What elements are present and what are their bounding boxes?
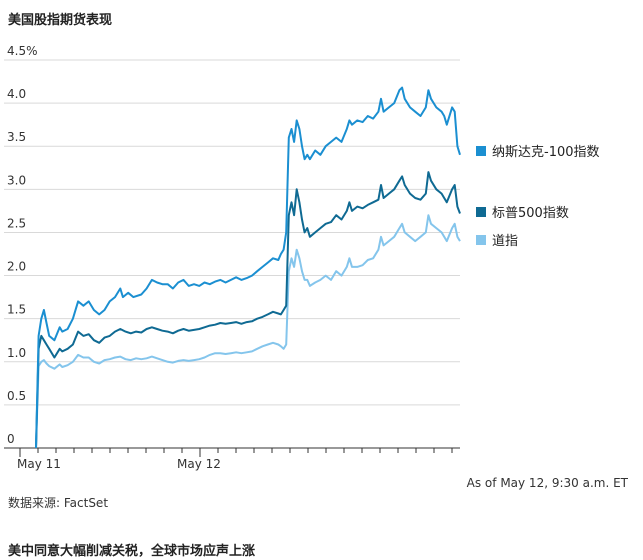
line-chart: 00.51.01.52.02.53.03.54.04.5% May 11 May … bbox=[4, 44, 461, 471]
legend-item-dow: 道指 bbox=[476, 230, 518, 249]
y-tick-label: 1.5 bbox=[7, 303, 26, 317]
x-axis: May 11 May 12 bbox=[4, 447, 460, 471]
legend-label: 标普500指数 bbox=[492, 206, 569, 221]
legend-item-sp500: 标普500指数 bbox=[476, 202, 569, 221]
legend-swatch bbox=[476, 206, 486, 217]
legend-label: 道指 bbox=[492, 234, 519, 249]
y-tick-label: 2.0 bbox=[7, 260, 26, 274]
series-lines bbox=[35, 86, 461, 449]
y-axis-ticks: 0 0.5 1.0 1.5 2.0 2.5 3.0 3.5 4.0 4.5% bbox=[7, 44, 38, 446]
y-tick-label: 3.0 bbox=[7, 173, 26, 187]
as-of-note: As of May 12, 9:30 a.m. ET bbox=[466, 476, 628, 490]
y-tick-label: 2.5 bbox=[7, 216, 26, 230]
source-note: 数据来源: FactSet bbox=[8, 496, 109, 510]
y-tick-label: 4.5% bbox=[7, 44, 38, 58]
footer-headline: 美中同意大幅削减关税，全球市场应声上涨 bbox=[8, 544, 256, 559]
y-tick-label: 1.0 bbox=[7, 346, 26, 360]
y-tick-label: 0 bbox=[7, 432, 15, 446]
y-tick-label: 0.5 bbox=[7, 389, 26, 403]
legend-label: 纳斯达克-100指数 bbox=[492, 145, 600, 160]
series-line-1 bbox=[35, 171, 461, 449]
series-line-2 bbox=[35, 214, 461, 449]
legend-swatch bbox=[476, 145, 486, 156]
legend-item-nasdaq: 纳斯达克-100指数 bbox=[476, 141, 600, 160]
chart-title: 美国股指期货表现 bbox=[8, 13, 113, 28]
series-line-0 bbox=[35, 86, 461, 449]
legend-swatch bbox=[476, 234, 486, 245]
y-tick-label: 4.0 bbox=[7, 87, 26, 101]
x-tick-label: May 11 bbox=[17, 457, 61, 471]
x-tick-label: May 12 bbox=[177, 457, 221, 471]
y-tick-label: 3.5 bbox=[7, 130, 26, 144]
gridlines bbox=[4, 59, 460, 449]
